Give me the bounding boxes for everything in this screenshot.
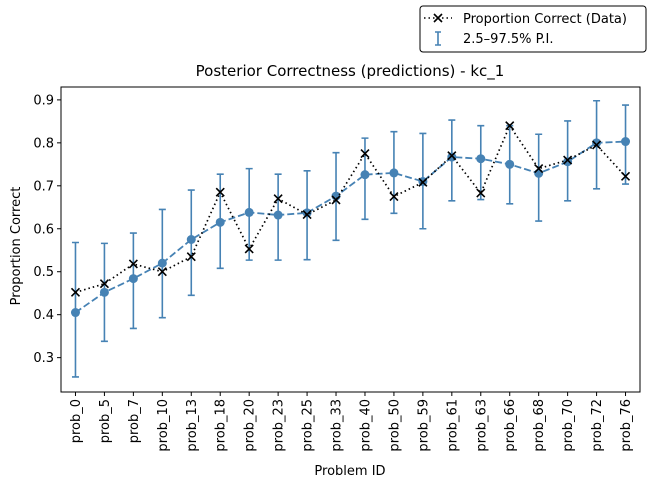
x-axis-label: Problem ID (314, 464, 385, 479)
legend-interval-label: 2.5–97.5% P.I. (463, 32, 554, 47)
data-point (620, 171, 631, 181)
prediction-point (534, 168, 544, 178)
x-tick-label: prob_76 (619, 399, 634, 452)
prediction-line (74, 140, 626, 314)
x-tick-label: prob_50 (387, 399, 402, 452)
data-point (447, 151, 457, 161)
x-tick-label: prob_10 (156, 399, 171, 452)
prediction-point (360, 170, 370, 180)
x-tick-label: prob_70 (561, 399, 576, 452)
axes-frame (60, 86, 641, 393)
data-point (476, 188, 486, 198)
data-point (128, 259, 138, 269)
x-tick-label: prob_72 (590, 399, 605, 452)
prediction-point (244, 207, 254, 217)
y-tick-label: 0.5 (33, 265, 54, 280)
prediction-point (505, 159, 515, 169)
data-point (186, 252, 196, 262)
y-tick-label: 0.6 (33, 222, 54, 237)
prediction-point (563, 157, 573, 167)
legend-data-label: Proportion Correct (Data) (463, 12, 627, 27)
x-tick-label: prob_33 (330, 399, 345, 452)
y-tick-label: 0.4 (33, 308, 54, 323)
y-tick-label: 0.7 (33, 179, 54, 194)
y-tick-label: 0.9 (33, 93, 54, 108)
x-tick-label: prob_61 (445, 399, 460, 452)
data-point (302, 210, 312, 220)
x-tick-label: prob_13 (185, 399, 200, 452)
prediction-point (128, 274, 138, 284)
legend-box (419, 5, 647, 53)
data-point (70, 287, 81, 297)
legend-errorbar-icon (435, 31, 441, 46)
prediction-point (447, 152, 457, 162)
data-point (505, 121, 515, 131)
x-tick-label: prob_68 (532, 399, 547, 452)
prediction-point (621, 137, 631, 147)
data-point (99, 279, 109, 289)
x-tick-label: prob_20 (243, 399, 258, 452)
data-point (534, 164, 544, 174)
prediction-point (157, 258, 167, 268)
data-point (360, 149, 370, 159)
x-tick-label: prob_40 (358, 399, 373, 452)
x-tick-label: prob_59 (416, 399, 431, 452)
legend: Proportion Correct (Data) 2.5–97.5% P.I. (419, 5, 647, 53)
data-line (75, 123, 627, 294)
x-tick-label: prob_63 (474, 399, 489, 452)
data-point (331, 195, 341, 205)
prediction-point (99, 287, 109, 297)
prediction-point (273, 210, 283, 220)
y-tick-label: 0.8 (33, 136, 54, 151)
prediction-point (70, 308, 80, 318)
data-point (389, 191, 399, 202)
legend-entry-interval: 2.5–97.5% P.I. (435, 31, 554, 47)
x-tick-label: prob_18 (214, 399, 229, 452)
data-point (563, 155, 573, 165)
plot-area: 0.3 0.4 0.5 0.6 0.7 0.8 0.9 prob_0 prob_5 prob_7 p… (33, 86, 641, 452)
x-tick-label: prob_7 (127, 399, 142, 443)
x-tick-label: prob_0 (69, 399, 84, 443)
data-point (418, 177, 428, 187)
prediction-point (302, 208, 312, 218)
x-tick-label: prob_66 (503, 399, 518, 452)
prediction-point (186, 235, 196, 244)
prediction-point (389, 168, 399, 178)
legend-entry-data: Proportion Correct (Data) (424, 12, 627, 27)
x-tick-label: prob_23 (272, 399, 287, 452)
prediction-point (592, 138, 602, 148)
legend-data-x-marker-icon (433, 13, 443, 23)
x-tick-label: prob_25 (301, 399, 316, 452)
prediction-point (476, 154, 486, 164)
data-point (215, 187, 225, 197)
x-tick-label: prob_5 (98, 399, 113, 443)
data-point (244, 244, 254, 254)
data-point (273, 194, 283, 204)
chart-title: Posterior Correctness (predictions) - kc… (196, 62, 505, 81)
y-axis-label: Proportion Correct (9, 187, 24, 306)
y-tick-label: 0.3 (33, 351, 54, 366)
data-point (157, 267, 167, 277)
data-point (592, 140, 602, 150)
prediction-point (215, 217, 225, 227)
